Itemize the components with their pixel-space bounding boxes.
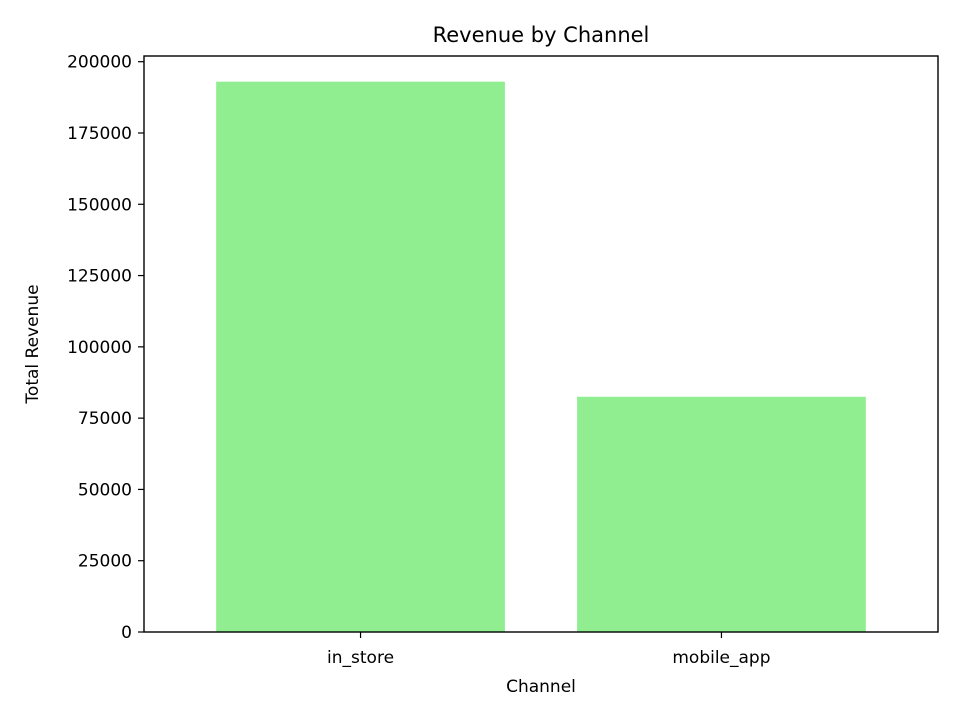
y-tick-label: 125000 bbox=[67, 267, 132, 287]
y-axis: 0 25000 50000 75000 100000 125000 150000 175000… bbox=[67, 53, 144, 643]
y-axis-label: Total Revenue bbox=[23, 284, 43, 404]
y-tick-label: 25000 bbox=[78, 552, 132, 572]
y-tick-label: 200000 bbox=[67, 53, 132, 73]
plot-frame bbox=[143, 55, 939, 633]
x-tick-label: mobile_app bbox=[672, 648, 770, 668]
y-tick-label: 75000 bbox=[78, 409, 132, 429]
y-tick-label: 150000 bbox=[67, 195, 132, 215]
bar-in_store bbox=[216, 81, 505, 632]
y-tick-label: 50000 bbox=[78, 480, 132, 500]
x-tick-label: in_store bbox=[327, 648, 394, 668]
y-tick-label: 100000 bbox=[67, 338, 132, 358]
y-tick-label: 0 bbox=[121, 623, 132, 643]
x-axis: in_store mobile_app bbox=[327, 632, 771, 668]
chart-title: Revenue by Channel bbox=[433, 23, 650, 47]
y-tick-label: 175000 bbox=[67, 124, 132, 144]
bars-group bbox=[216, 81, 866, 632]
x-axis-label: Channel bbox=[506, 677, 576, 697]
bar-mobile_app bbox=[577, 396, 866, 632]
